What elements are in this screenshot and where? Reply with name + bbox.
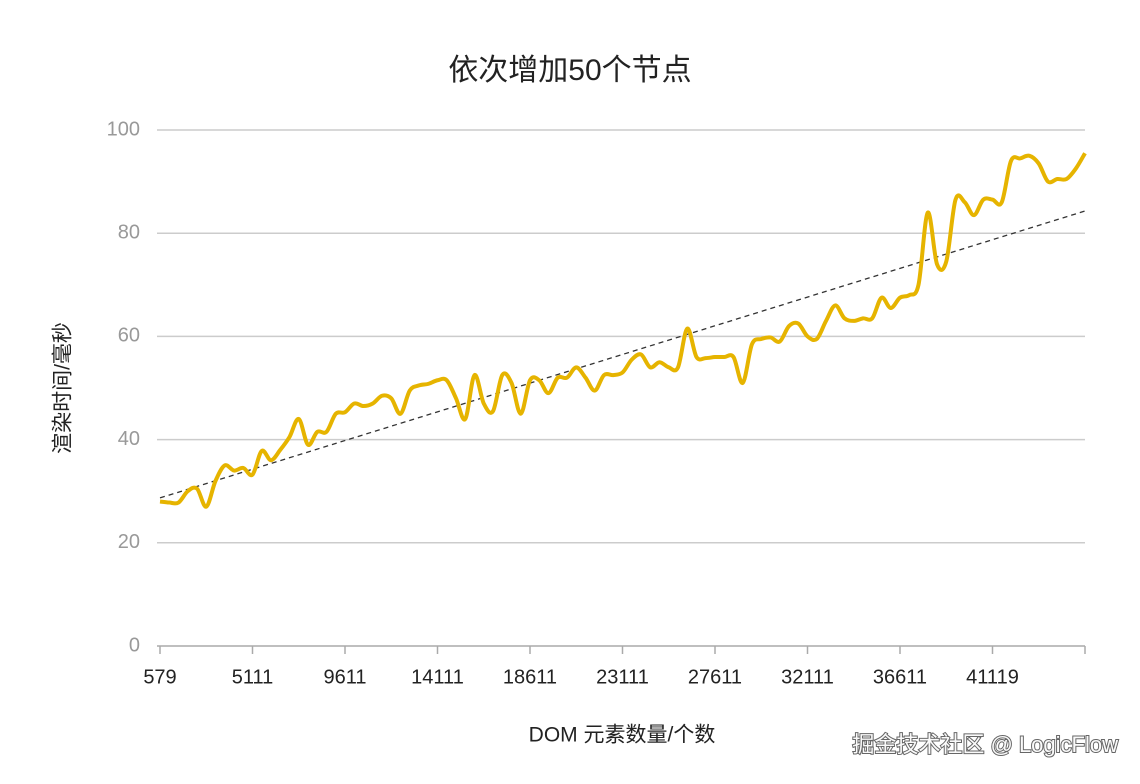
watermark: 掘金技术社区 @ LogicFlow: [852, 732, 1118, 757]
y-axis-title: 渲染时间/毫秒: [52, 322, 75, 454]
y-tick-label: 80: [118, 221, 140, 243]
y-tick-label: 100: [107, 118, 140, 140]
x-tick-label: 23111: [596, 666, 649, 688]
x-tick-label: 27611: [688, 666, 742, 688]
x-tick-label: 14111: [411, 666, 464, 688]
y-tick-label: 0: [129, 634, 140, 656]
x-tick-label: 36611: [873, 666, 927, 688]
y-tick-label: 20: [118, 531, 140, 553]
y-tick-label: 40: [118, 428, 140, 450]
x-tick-label: 32111: [781, 666, 834, 688]
x-tick-label: 9611: [323, 666, 366, 688]
chart-title: 依次增加50个节点: [448, 54, 691, 87]
data-line: [159, 152, 1087, 509]
y-tick-label: 60: [118, 325, 140, 347]
x-tick-label: 579: [143, 666, 176, 688]
x-tick-label: 18611: [503, 666, 557, 688]
x-tick-label: 5111: [232, 666, 274, 688]
x-tick-label: 41119: [966, 666, 1019, 688]
x-axis-title: DOM 元素数量/个数: [529, 724, 716, 747]
